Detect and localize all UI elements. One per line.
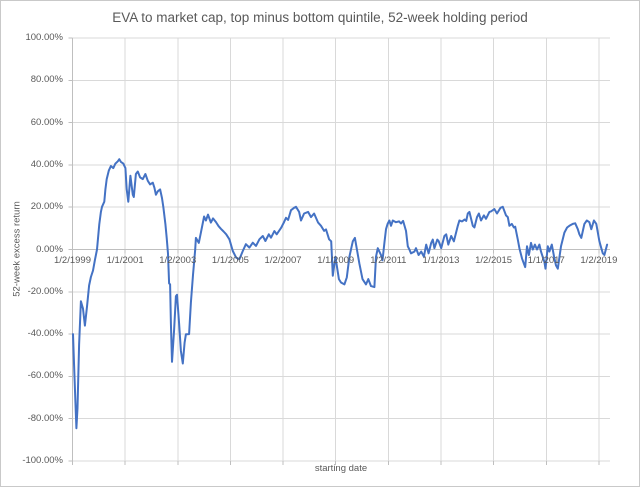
y-tick-label: 100.00% xyxy=(25,32,63,43)
x-tick-label: 1/1/2001 xyxy=(106,254,144,266)
x-tick-label: 1/2/2011 xyxy=(370,254,407,266)
y-tick-label: -100.00% xyxy=(22,455,63,466)
x-tick-label: 1/2/1999 xyxy=(54,254,91,266)
y-tick-label: -40.00% xyxy=(27,328,63,340)
series-line xyxy=(72,158,609,430)
x-tick-label: 1/2/2007 xyxy=(264,254,302,266)
x-tick-label: 1/1/2005 xyxy=(211,254,249,266)
x-tick-label: 1/1/2013 xyxy=(422,254,460,266)
y-tick-label: -80.00% xyxy=(27,412,63,424)
y-tick-label: 0.00% xyxy=(36,243,63,255)
x-tick-label: 1/1/2009 xyxy=(317,254,355,266)
y-tick-label: 40.00% xyxy=(30,158,63,170)
x-tick-label: 1/2/2003 xyxy=(159,254,197,266)
x-tick-label: 1/1/2017 xyxy=(527,254,565,266)
y-tick-label: 60.00% xyxy=(30,116,63,128)
x-tick-label: 1/2/2019 xyxy=(580,254,618,266)
x-axis-title: starting date xyxy=(314,463,368,474)
y-tick-label: -60.00% xyxy=(27,370,63,382)
y-tick-label: -20.00% xyxy=(27,285,63,297)
y-tick-label: 20.00% xyxy=(30,201,63,213)
x-tick-label: 1/2/2015 xyxy=(475,254,513,266)
y-tick-label: 80.00% xyxy=(30,74,63,86)
chart-title: EVA to market cap, top minus bottom quin… xyxy=(112,10,528,25)
